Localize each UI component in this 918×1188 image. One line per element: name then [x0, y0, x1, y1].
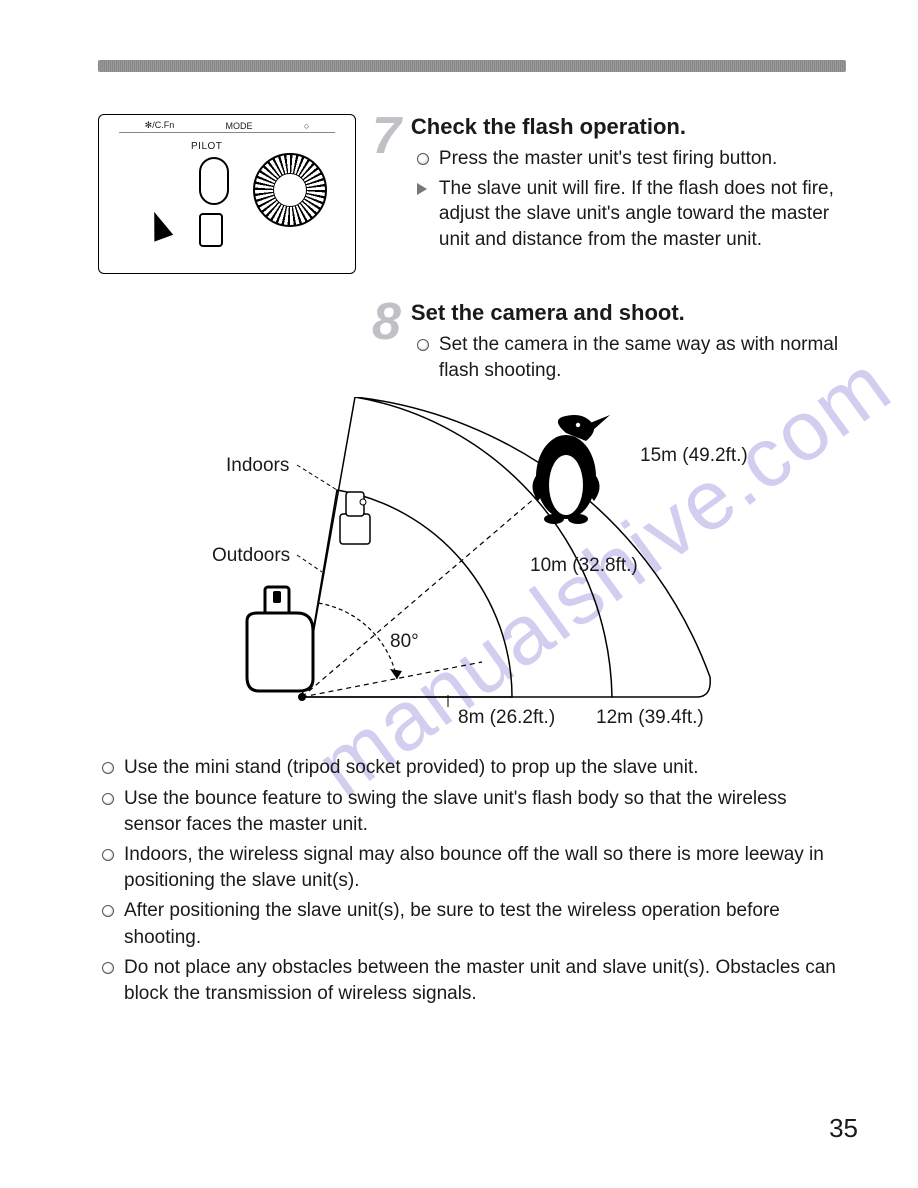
step-7-item: The slave unit will fire. If the flash d… — [411, 176, 846, 253]
label-indoors: Indoors — [226, 455, 289, 477]
header-rule — [98, 60, 846, 72]
step-8-title: Set the camera and shoot. — [411, 300, 846, 326]
step-number-7: 7 — [372, 110, 401, 162]
note-item: Use the mini stand (tripod socket provid… — [98, 755, 846, 781]
step-7-item: Press the master unit's test firing butt… — [411, 146, 846, 172]
device-top-label: ✻/C.Fn — [145, 120, 175, 131]
label-8m: 8m (26.2ft.) — [458, 707, 555, 729]
step-7-title: Check the flash operation. — [411, 114, 846, 140]
step-8-list: Set the camera in the same way as with n… — [411, 332, 846, 383]
step-8-body: Set the camera and shoot. Set the camera… — [411, 300, 846, 387]
control-dial-icon — [253, 153, 327, 227]
note-item: Indoors, the wireless signal may also bo… — [98, 842, 846, 894]
pilot-label: PILOT — [191, 141, 222, 152]
step-8: 8 Set the camera and shoot. Set the came… — [372, 300, 846, 387]
notes-list: Use the mini stand (tripod socket provid… — [98, 755, 846, 1007]
step-7: ✻/C.Fn MODE ○ PILOT 7 Check the flash op… — [98, 114, 846, 274]
step-7-list: Press the master unit's test firing butt… — [411, 146, 846, 253]
label-angle: 80° — [390, 631, 419, 653]
device-top-row: ✻/C.Fn MODE ○ — [119, 119, 335, 133]
note-item: Do not place any obstacles between the m… — [98, 955, 846, 1007]
label-15m: 15m (49.2ft.) — [640, 445, 748, 467]
page-number: 35 — [829, 1113, 858, 1144]
pilot-button-icon — [199, 157, 229, 205]
label-10m: 10m (32.8ft.) — [530, 555, 638, 577]
label-outdoors: Outdoors — [212, 545, 290, 567]
switch-icon — [199, 213, 223, 247]
note-item: After positioning the slave unit(s), be … — [98, 898, 846, 950]
device-mode-label: MODE — [226, 121, 253, 131]
step-number-8: 8 — [372, 296, 401, 348]
range-diagram: manualshive.com — [112, 397, 832, 737]
step-8-item: Set the camera in the same way as with n… — [411, 332, 846, 383]
step-7-body: Check the flash operation. Press the mas… — [411, 114, 846, 257]
arrow-icon — [145, 208, 173, 241]
device-illustration: ✻/C.Fn MODE ○ PILOT — [98, 114, 356, 274]
label-12m: 12m (39.4ft.) — [596, 707, 704, 729]
note-item: Use the bounce feature to swing the slav… — [98, 786, 846, 838]
